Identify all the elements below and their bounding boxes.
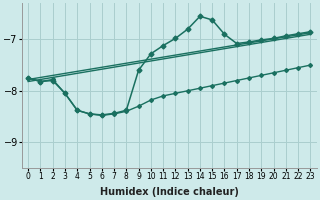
X-axis label: Humidex (Indice chaleur): Humidex (Indice chaleur) (100, 187, 239, 197)
